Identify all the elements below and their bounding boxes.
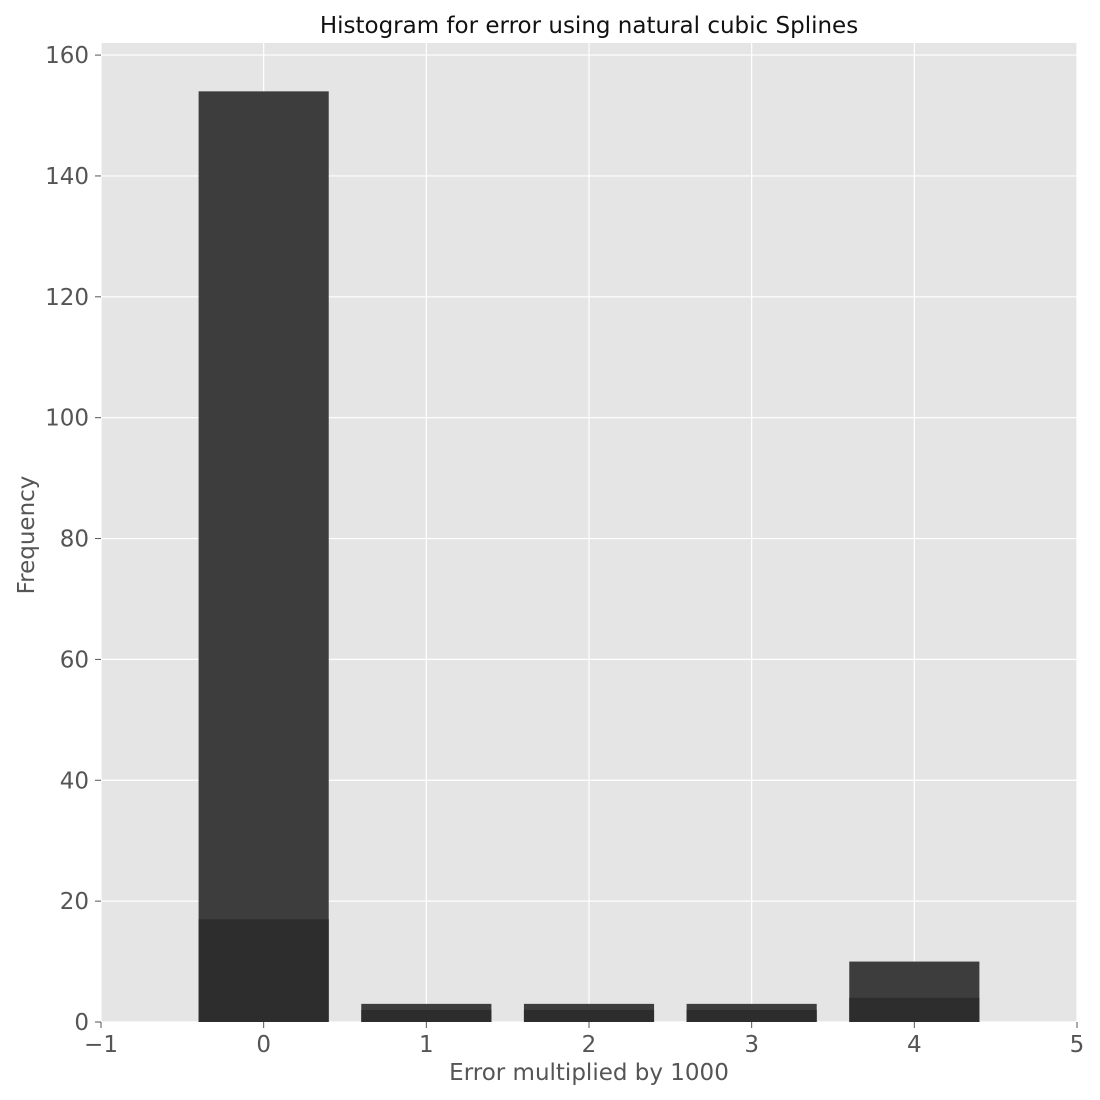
histogram-bar-2 bbox=[198, 919, 329, 1022]
y-tick-label: 160 bbox=[45, 43, 89, 69]
histogram-bar-2 bbox=[361, 1009, 492, 1022]
y-tick-label: 80 bbox=[60, 527, 89, 553]
y-tick-label: 100 bbox=[45, 406, 89, 432]
bars bbox=[198, 91, 980, 1022]
histogram-bar-2 bbox=[686, 1009, 817, 1022]
chart-title: Histogram for error using natural cubic … bbox=[320, 13, 858, 39]
y-tick-label: 120 bbox=[45, 285, 89, 311]
histogram-bar-2 bbox=[523, 1009, 655, 1022]
x-tick-label: 4 bbox=[907, 1032, 922, 1058]
histogram-bar-2 bbox=[849, 997, 980, 1022]
x-tick-label: 0 bbox=[256, 1032, 271, 1058]
x-axis-label: Error multiplied by 1000 bbox=[449, 1060, 729, 1086]
y-tick-label: 140 bbox=[45, 164, 89, 190]
x-tick-label: 3 bbox=[744, 1032, 759, 1058]
x-tick-label: 5 bbox=[1070, 1032, 1085, 1058]
x-tick-label: 1 bbox=[419, 1032, 434, 1058]
y-tick-label: 60 bbox=[60, 647, 89, 673]
x-tick-label: −1 bbox=[84, 1032, 118, 1058]
histogram-bar-1 bbox=[198, 91, 329, 1022]
x-tick-label: 2 bbox=[582, 1032, 597, 1058]
y-axis-label: Frequency bbox=[14, 476, 40, 595]
y-tick-label: 0 bbox=[74, 1010, 89, 1036]
y-tick-label: 40 bbox=[60, 768, 89, 794]
y-tick-label: 20 bbox=[60, 889, 89, 915]
